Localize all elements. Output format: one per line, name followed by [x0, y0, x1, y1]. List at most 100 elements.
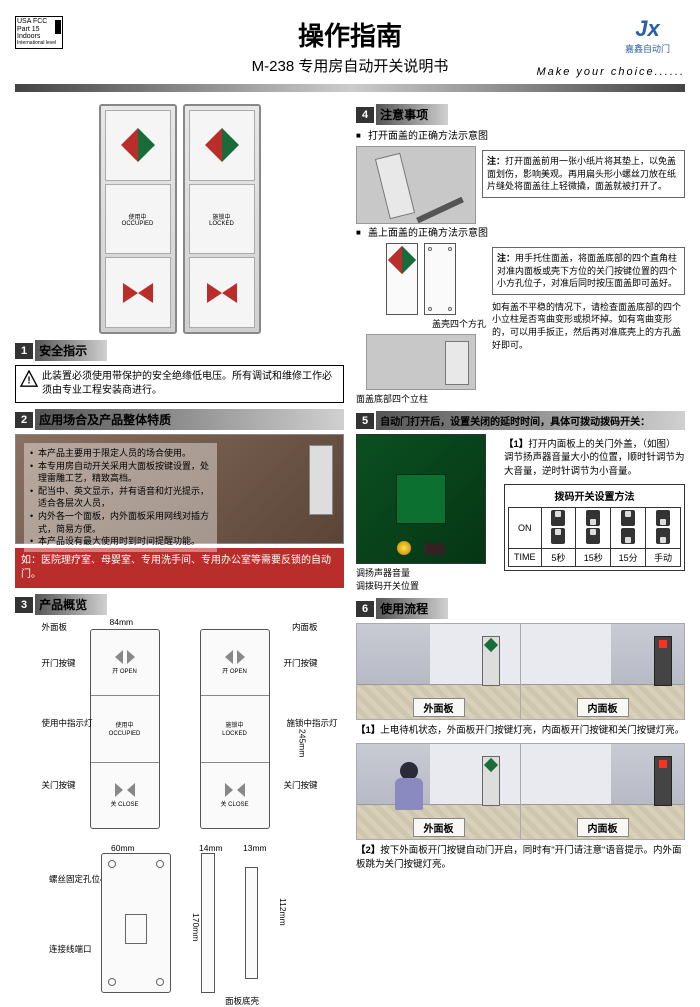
dip-switch-icon: [425, 543, 445, 555]
sec2-num: 2: [15, 412, 33, 428]
usage1-outer: 外面板: [357, 624, 521, 719]
open-arrows-icon: [115, 650, 135, 664]
s2-b4: 本产品设有最大使用时到时间提醒功能。: [28, 535, 213, 548]
lbl-close: 关门按键: [42, 779, 76, 791]
tagline: Make your choice......: [536, 66, 685, 78]
section-6-head: 6 使用流程: [356, 598, 685, 619]
usage-row-1: 外面板 内面板: [356, 623, 685, 720]
s6-step2: 【2】按下外面板开门按键自动门开启，同时有"开门请注意"语音提示。内外面板跳为关…: [356, 844, 685, 871]
diamond-icon: [121, 128, 155, 162]
s5-annot1: 调扬声器音量: [356, 566, 496, 579]
warning-icon: !: [20, 370, 38, 388]
lbl-open: 开门按键: [42, 657, 76, 669]
sec1-title: 安全指示: [35, 340, 107, 361]
dip-h-on: ON: [509, 507, 542, 548]
bowtie-icon: [123, 283, 153, 303]
s4-annot1: 盖壳四个方孔: [356, 317, 486, 330]
outer-panel-sample: 使用中OCCUPIED: [99, 104, 177, 334]
sec3-num: 3: [15, 597, 33, 613]
header: USA FCC Part 15 Indoors International le…: [15, 16, 685, 76]
s2-b0: 本产品主要用于限定人员的场合使用。: [28, 447, 213, 460]
back-panel-diagram: [101, 853, 171, 993]
dip-15s: 15秒: [576, 548, 611, 566]
usage2-inner: 内面板: [521, 744, 684, 839]
close-arrows-icon: [115, 783, 135, 797]
person-icon: [395, 762, 423, 810]
section-5-head: 5 自动门打开后，设置关闭的延时时间，具体可拨动拨码开关：: [356, 411, 685, 430]
dim-245: 245mm: [298, 729, 308, 757]
ov-outer-panel: 开 OPEN 使用中OCCUPIED 关 CLOSE: [90, 629, 160, 829]
usage1-inner: 内面板: [521, 624, 684, 719]
sec4-num: 4: [356, 107, 374, 123]
lbl-lock-light: 施锁中指示灯: [286, 717, 337, 729]
section-1-head: 1 安全指示: [15, 340, 344, 361]
dip-switch-table: ON TIME 5秒 15秒 15分 手动: [508, 507, 681, 567]
brand-logo: Jx 嘉鑫自动门: [610, 16, 685, 55]
section-2-head: 2 应用场合及产品整体特质: [15, 409, 344, 430]
dim-170: 170mm: [191, 913, 201, 941]
s4-note1: 注：打开面盖前用一张小纸片将其垫上，以免盖面划伤，影响美观。再用扁头形小螺丝刀放…: [482, 150, 685, 198]
right-column: 4 注意事项 打开面盖的正确方法示意图 注：打开面盖前用一张小纸片将其垫上，以免…: [356, 98, 685, 997]
lbl-inner: 内面板: [292, 621, 318, 633]
manual-page: USA FCC Part 15 Indoors International le…: [0, 0, 700, 1007]
sec2-title: 应用场合及产品整体特质: [35, 409, 344, 430]
s4-note3: 如有盖不平稳的情况下，请检查面盖底部的四个小立柱是否弯曲变形或损坏掉。如有弯曲变…: [492, 299, 685, 353]
s5-annot2: 调拨码开关位置: [356, 579, 496, 592]
overview-diagram: 外面板 开门按键 使用中指示灯 关门按键 84mm 开 OPEN 使用中OCCU…: [15, 619, 344, 997]
open-arrows-icon: [225, 650, 245, 664]
s4-note2: 注：用手托住面盖，将面盖底部的四个直角柱对准内面板或壳下方位的关门按键位置的四个…: [492, 247, 685, 295]
s5-step1: 【1】打开内面板上的关门外盖，（如图）调节扬声器音量大小的位置，顺时针调节为大音…: [504, 438, 685, 478]
page-title: 操作指南: [15, 16, 685, 53]
s2-b3: 内外各一个面板，内外面板采用网线对插方式，简易方便。: [28, 510, 213, 535]
usage-row-2: 外面板 内面板: [356, 743, 685, 840]
section-3-head: 3 产品概览: [15, 594, 344, 615]
s4-bullet1: 打开面盖的正确方法示意图: [356, 129, 685, 144]
dim-60: 60mm: [111, 843, 135, 853]
sec3-title: 产品概览: [35, 594, 107, 615]
safety-warning: ! 此装置必须使用带保护的安全绝缘低电压。所有调试和维修工作必须由专业工程安装商…: [15, 365, 344, 403]
fcc-badge: USA FCC Part 15 Indoors International le…: [15, 16, 63, 49]
lbl-wire: 连接线端口: [49, 943, 92, 955]
panel-inset-icon: [309, 445, 333, 515]
lbl-occ-light: 使用中指示灯: [42, 717, 93, 729]
dip-15m: 15分: [611, 548, 646, 566]
fcc-l4: International level: [17, 41, 61, 47]
s4-bullet2: 盖上面盖的正确方法示意图: [356, 226, 685, 241]
sec1-num: 1: [15, 343, 33, 359]
inner-panel-sample: 施锁中LOCKED: [183, 104, 261, 334]
lbl-close2: 关门按键: [283, 779, 317, 791]
s4-photo-hand: [366, 334, 476, 390]
lbl-open2: 开门按键: [283, 657, 317, 669]
pcb-photo: [356, 434, 486, 564]
dip-h-time: TIME: [509, 548, 542, 566]
sec5-title: 自动门打开后，设置关闭的延时时间，具体可拨动拨码开关：: [376, 411, 685, 430]
logo-mark-icon: Jx: [610, 16, 685, 42]
s2-redbox: 如：医院理疗室、母婴室、专用洗手间、专用办公室等需要反锁的自动门。: [15, 548, 344, 588]
safety-text: 此装置必须使用带保护的安全绝缘低电压。所有调试和维修工作必须由专业工程安装商进行…: [42, 370, 339, 398]
s2-bullet-box: 本产品主要用于限定人员的场合使用。 本专用房自动开关采用大面板按键设置，处理雷雕…: [24, 443, 217, 552]
screwdriver-icon: [416, 197, 464, 224]
lbl-backcover: 面板底壳: [225, 995, 259, 1007]
dim-84: 84mm: [110, 617, 134, 627]
sec5-num: 5: [356, 413, 374, 429]
dim-112: 112mm: [278, 898, 288, 926]
close-arrows-icon: [225, 783, 245, 797]
usage2-outer: 外面板: [357, 744, 521, 839]
sec6-title: 使用流程: [376, 598, 448, 619]
ov-inner-panel: 开 OPEN 施锁中LOCKED 关 CLOSE: [200, 629, 270, 829]
diamond-icon: [205, 128, 239, 162]
side-view-1: [201, 853, 215, 993]
s4-annot2: 面盖底部四个立柱: [356, 392, 486, 405]
svg-text:!: !: [27, 376, 30, 387]
application-photo: 本产品主要用于限定人员的场合使用。 本专用房自动开关采用大面板按键设置，处理雷雕…: [15, 434, 344, 544]
lbl-outer: 外面板: [42, 621, 68, 633]
s2-b1: 本专用房自动开关采用大面板按键设置，处理雷雕工艺，精致高档。: [28, 460, 213, 485]
section-4-head: 4 注意事项: [356, 104, 685, 125]
side-view-2: [245, 867, 258, 979]
s4-diagram-close: 盖壳四个方孔 面盖底部四个立柱: [356, 243, 486, 405]
logo-text: 嘉鑫自动门: [610, 42, 685, 55]
dim-13: 13mm: [243, 843, 267, 853]
lbl-lock-en: LOCKED: [209, 221, 234, 227]
header-divider: [15, 84, 685, 92]
dip-title: 拨码开关设置方法: [508, 488, 681, 503]
